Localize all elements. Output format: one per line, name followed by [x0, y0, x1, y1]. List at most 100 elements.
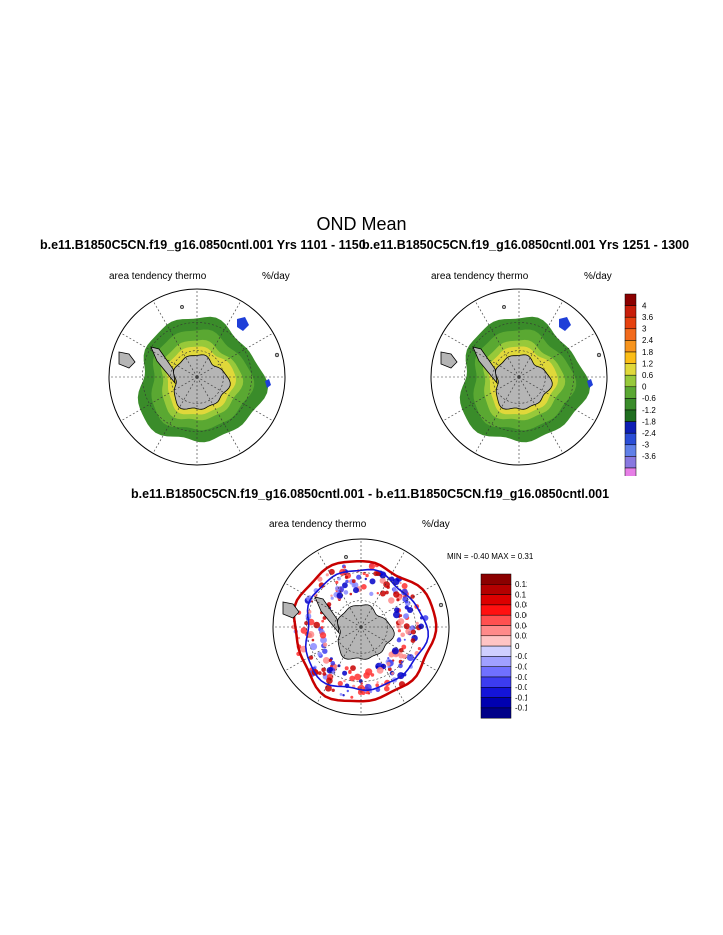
- diff-cell: [320, 626, 324, 629]
- colorbar-box: [624, 374, 637, 388]
- meridian-line: [360, 550, 406, 628]
- meridian-line: [120, 332, 198, 378]
- latitude-circle: [306, 572, 416, 682]
- colorbar-box: [480, 707, 512, 719]
- meridian-line: [196, 376, 242, 454]
- diff-cell: [402, 654, 408, 660]
- colorbar-box: [624, 351, 637, 364]
- island: [344, 555, 348, 559]
- colorbar-box: [624, 456, 637, 469]
- diff-cell: [399, 648, 404, 653]
- new-zealand: [236, 458, 254, 465]
- diff-cell: [418, 623, 424, 630]
- diff-cell: [397, 629, 401, 633]
- colorbar-box: [624, 293, 637, 306]
- diff-cell: [335, 580, 339, 584]
- diff-cell: [326, 667, 334, 674]
- colorbar-box: [480, 604, 512, 616]
- colorbar-tick-label: -2.4: [642, 429, 656, 438]
- colorbar-box: [624, 444, 637, 457]
- new-zealand: [558, 458, 576, 465]
- diff-cell: [342, 670, 348, 676]
- south-america-tip: [282, 601, 300, 619]
- diff-cell: [399, 614, 403, 618]
- diff-cell: [407, 607, 414, 613]
- diff-cell: [337, 680, 343, 687]
- colorbar-tick-label: -0.06: [515, 673, 527, 682]
- negative-patch: [237, 317, 249, 331]
- panel3-min-max: MIN = -0.40 MAX = 0.31: [447, 552, 534, 561]
- antarctica-landmass: [337, 604, 395, 660]
- diff-cell: [404, 599, 409, 604]
- colorbar-tick-label: -0.02: [515, 652, 527, 661]
- colorbar-tick-label: -1.8: [642, 417, 656, 426]
- diff-cell: [318, 582, 325, 589]
- antarctic-peninsula: [150, 346, 176, 385]
- diff-cell: [401, 583, 408, 589]
- diff-cell: [308, 655, 314, 660]
- diff-cell: [410, 594, 415, 599]
- latitude-circle: [464, 322, 574, 432]
- colorbar-box: [624, 340, 637, 353]
- meridian-line: [196, 376, 274, 422]
- diff-cell: [343, 679, 346, 683]
- diff-cell: [417, 647, 421, 651]
- colorbar-box: [480, 584, 512, 595]
- colorbar-box: [624, 328, 637, 341]
- diff-cell: [342, 694, 345, 697]
- antarctic-peninsula: [314, 596, 340, 635]
- colorbar-box: [480, 656, 512, 667]
- diff-cell: [330, 596, 334, 600]
- diff-cell: [307, 631, 315, 638]
- meridian-line: [316, 550, 362, 628]
- colorbar-tick-label: 0.02: [515, 632, 527, 641]
- diff-cell: [353, 587, 359, 594]
- colorbar-box: [480, 666, 512, 678]
- figure-title: OND Mean: [316, 214, 407, 234]
- diff-cell: [392, 587, 396, 591]
- panel3-variable-label: area tendency thermo: [269, 519, 367, 530]
- diff-cell: [306, 595, 313, 602]
- diff-cell: [354, 673, 361, 681]
- panel2-polar-map: [430, 288, 608, 466]
- diff-cell: [311, 638, 315, 642]
- diff-cell: [379, 577, 386, 584]
- colorbar-box: [480, 594, 512, 606]
- diff-cell: [369, 578, 376, 585]
- diff-cell: [391, 671, 395, 675]
- meridian-line: [474, 376, 520, 454]
- diff-cell: [343, 590, 349, 595]
- diff-cell: [388, 597, 395, 604]
- diff-cell: [300, 627, 308, 634]
- diff-cell: [323, 642, 328, 647]
- diff-cell: [325, 573, 329, 577]
- diff-cell: [375, 683, 379, 687]
- diff-cell: [321, 619, 325, 623]
- graticule: [109, 289, 285, 465]
- colorbar-tick-label: -3: [642, 441, 650, 450]
- colorbar-box: [480, 687, 512, 698]
- colorbar-box: [624, 305, 637, 318]
- diff-cell: [342, 582, 348, 589]
- island: [502, 305, 506, 309]
- diff-cell: [339, 693, 343, 696]
- panel1-units-label: %/day: [262, 271, 290, 282]
- colorbar-tick-label: 1.8: [642, 348, 654, 357]
- colorbar-tick-label: 4: [642, 301, 647, 310]
- diff-cell: [322, 648, 328, 654]
- latitude-circle: [170, 350, 224, 404]
- diff-cell: [336, 592, 343, 599]
- colorbar-tick-label: 0.1: [515, 590, 527, 599]
- diff-cell: [369, 591, 374, 596]
- diff-cell: [307, 618, 315, 626]
- panel1-polar-map: [108, 288, 286, 466]
- meridian-line: [360, 626, 406, 704]
- colorbar-box: [480, 676, 512, 688]
- colorbar-box: [624, 467, 637, 476]
- colorbar-tick-label: -0.04: [515, 663, 527, 672]
- colorbar-box: [480, 645, 512, 657]
- diff-cell: [320, 636, 327, 644]
- diff-cell: [317, 576, 323, 582]
- colorbar-box: [624, 386, 637, 399]
- colorbar-tick-label: 0.12: [515, 580, 527, 589]
